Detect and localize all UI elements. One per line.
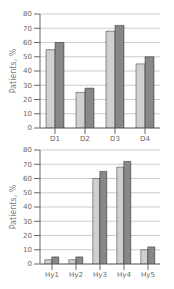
svg-text:60: 60 xyxy=(23,175,32,183)
svg-text:D2: D2 xyxy=(80,135,90,143)
svg-text:Hy1: Hy1 xyxy=(45,271,59,279)
svg-text:Patients, %: Patients, % xyxy=(9,48,18,93)
svg-text:10: 10 xyxy=(23,110,32,118)
svg-text:30: 30 xyxy=(23,82,32,90)
svg-text:70: 70 xyxy=(23,25,32,33)
svg-text:Hy2: Hy2 xyxy=(69,271,83,279)
svg-text:30: 30 xyxy=(23,218,32,226)
svg-text:Patients, %: Patients, % xyxy=(9,184,18,229)
svg-text:Hy5: Hy5 xyxy=(141,271,155,279)
svg-text:0: 0 xyxy=(28,260,32,268)
svg-text:Hy4: Hy4 xyxy=(117,271,131,279)
svg-text:60: 60 xyxy=(23,39,32,47)
svg-text:10: 10 xyxy=(23,246,32,254)
svg-text:50: 50 xyxy=(23,53,32,61)
svg-text:Hy3: Hy3 xyxy=(93,271,107,279)
svg-text:50: 50 xyxy=(23,189,32,197)
svg-text:70: 70 xyxy=(23,161,32,169)
svg-text:D3: D3 xyxy=(110,135,120,143)
svg-text:D1: D1 xyxy=(50,135,60,143)
svg-text:D4: D4 xyxy=(140,135,150,143)
svg-text:80: 80 xyxy=(23,146,32,154)
svg-text:40: 40 xyxy=(23,67,32,75)
svg-text:80: 80 xyxy=(23,10,32,18)
svg-text:20: 20 xyxy=(23,96,32,104)
svg-text:0: 0 xyxy=(28,124,32,132)
svg-text:20: 20 xyxy=(23,232,32,240)
svg-text:40: 40 xyxy=(23,203,32,211)
